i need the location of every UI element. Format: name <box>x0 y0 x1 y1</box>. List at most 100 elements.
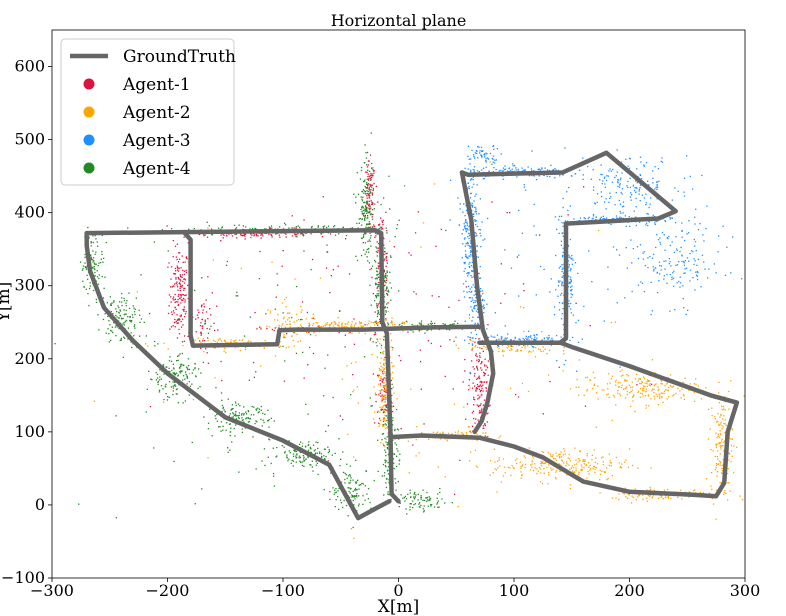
agent-2-point <box>512 345 514 347</box>
agent-4-point <box>384 313 386 316</box>
agent-2-point <box>382 399 384 401</box>
agent-4-point <box>366 182 368 184</box>
agent-4-point <box>299 226 301 229</box>
agent-2-point <box>615 497 617 499</box>
agent-3-point <box>638 190 640 192</box>
agent-4-point <box>300 441 302 443</box>
agent-2-point <box>654 384 656 386</box>
agent-2-point <box>391 320 393 322</box>
agent-3-point <box>485 152 487 154</box>
agent-1-point <box>243 233 245 235</box>
agent-1-point <box>250 233 252 235</box>
agent-2-point <box>593 383 595 385</box>
agent-3-point <box>666 273 668 276</box>
agent-1-point <box>479 404 481 407</box>
agent-4-point <box>370 175 372 177</box>
agent-2-point <box>728 453 731 455</box>
agent-4-point <box>185 371 187 373</box>
agent-1-point <box>184 335 186 337</box>
agent-1-point <box>372 292 374 295</box>
agent-3-point <box>639 187 641 189</box>
agent-2-point <box>381 369 383 371</box>
agent-4-point <box>325 455 327 458</box>
agent-2-point <box>721 472 723 474</box>
agent-2-point <box>593 449 595 451</box>
agent-1-point <box>282 250 284 252</box>
agent-2-point <box>202 338 204 340</box>
agent-1-point <box>381 226 383 228</box>
agent-3-point <box>464 215 466 217</box>
agent-1-point <box>385 318 387 320</box>
agent-3-point <box>465 280 467 282</box>
agent-1-point <box>387 302 389 304</box>
agent-3-point <box>568 186 570 189</box>
agent-4-point <box>366 227 369 229</box>
agent-3-point <box>688 260 690 262</box>
agent-3-point <box>560 244 563 246</box>
agent-1-point <box>348 273 351 275</box>
agent-3-point <box>480 154 482 156</box>
agent-1-point <box>371 184 373 186</box>
agent-3-point <box>627 165 629 167</box>
agent-3-point <box>468 342 470 345</box>
agent-1-point <box>478 338 480 340</box>
agent-4-point <box>94 271 96 274</box>
agent-2-point <box>510 387 512 390</box>
agent-2-point <box>642 376 645 378</box>
agent-1-point <box>197 309 199 311</box>
agent-3-point <box>467 155 469 157</box>
agent-4-point <box>101 251 103 253</box>
agent-4-point <box>302 455 305 457</box>
agent-4-point <box>349 492 351 494</box>
agent-2-point <box>370 321 372 323</box>
agent-4-point <box>92 289 95 292</box>
agent-3-point <box>473 156 475 158</box>
agent-2-point <box>381 397 383 400</box>
agent-1-point <box>182 280 184 283</box>
agent-1-point <box>182 324 184 326</box>
agent-1-point <box>479 390 482 392</box>
agent-4-point <box>92 250 94 252</box>
agent-2-point <box>603 471 605 473</box>
agent-1-point <box>294 234 296 236</box>
agent-4-point <box>260 418 262 421</box>
agent-2-point <box>544 462 546 465</box>
agent-2-point <box>393 392 395 394</box>
agent-3-point <box>459 203 461 205</box>
agent-3-point <box>600 173 602 176</box>
agent-3-point <box>638 221 641 223</box>
agent-2-point <box>382 369 385 371</box>
agent-4-point <box>291 227 293 229</box>
agent-1-point <box>382 378 384 380</box>
agent-4-point <box>143 321 145 323</box>
agent-2-point <box>362 325 364 327</box>
agent-1-point <box>440 228 442 231</box>
agent-2-point <box>675 392 677 395</box>
agent-3-point <box>513 339 515 341</box>
agent-4-point <box>302 235 304 237</box>
agent-3-point <box>466 291 468 293</box>
agent-2-point <box>317 322 319 324</box>
agent-3-point <box>478 328 481 330</box>
agent-1-point <box>500 263 502 265</box>
agent-1-point <box>207 318 209 320</box>
agent-4-point <box>398 290 400 292</box>
agent-2-point <box>386 409 388 411</box>
agent-1-point <box>178 328 180 331</box>
agent-2-point <box>538 467 540 469</box>
agent-2-point <box>612 394 615 397</box>
agent-2-point <box>642 387 644 389</box>
agent-3-point <box>629 177 631 179</box>
agent-2-point <box>402 321 404 324</box>
agent-4-point <box>387 289 389 292</box>
agent-3-point <box>637 257 640 260</box>
agent-2-point <box>648 380 650 382</box>
agent-1-point <box>468 384 470 387</box>
agent-1-point <box>172 255 174 258</box>
agent-4-point <box>372 226 374 228</box>
agent-4-point <box>264 228 266 230</box>
agent-4-point <box>122 323 124 325</box>
agent-1-point <box>306 311 309 314</box>
agent-3-point <box>631 262 633 264</box>
agent-3-point <box>474 299 476 302</box>
